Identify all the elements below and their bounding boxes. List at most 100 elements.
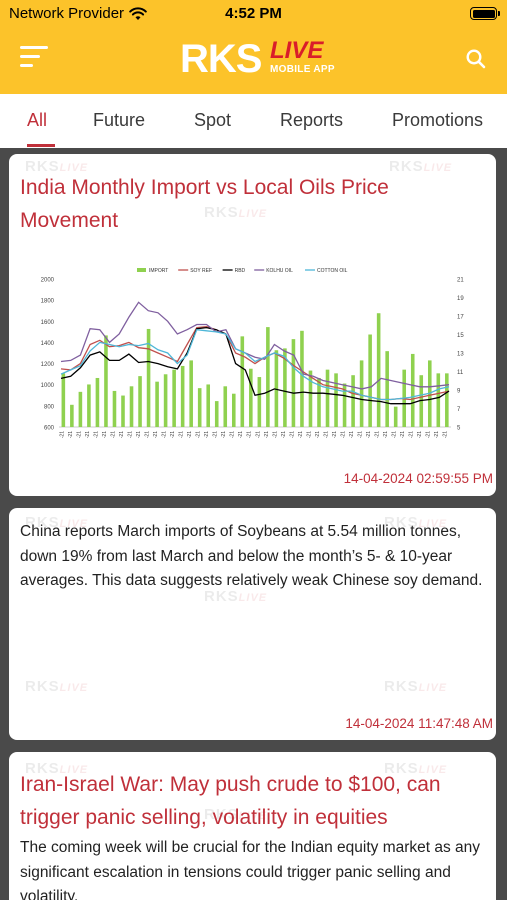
category-tabs: All Future Spot Reports Promotions (0, 94, 507, 148)
news-card[interactable]: RKSLIVE RKSLIVE RKSLIVE RKSLIVE RKSLIVE … (9, 508, 496, 740)
app-logo: RKS LIVE MOBILE APP (180, 38, 340, 82)
x-tick-label: -21 (119, 431, 125, 438)
import-bar (393, 406, 398, 427)
news-body[interactable]: China reports March imports of Soybeans … (20, 523, 483, 589)
news-card[interactable]: RKSLIVE RKSLIVE RKSLIVE India Monthly Im… (9, 154, 496, 496)
import-bar (214, 401, 219, 427)
watermark-text: RKS (204, 588, 239, 605)
tab-reports[interactable]: Reports (280, 110, 344, 130)
carrier-info: Network Provider (9, 5, 147, 22)
x-tick-label: -21 (315, 431, 321, 438)
import-bar (410, 353, 415, 427)
tab-all[interactable]: All (27, 110, 48, 130)
x-tick-label: -21 (349, 431, 355, 438)
battery-icon (470, 7, 500, 20)
x-tick-label: -21 (392, 431, 398, 438)
watermark-sub: LIVE (238, 592, 268, 604)
import-bar (300, 330, 304, 427)
news-card[interactable]: RKSLIVE RKSLIVE RKSLIVE Iran-Israel War:… (9, 752, 496, 900)
watermark-text: RKS (204, 806, 239, 823)
news-title[interactable]: Iran-Israel War: May push crude to $100,… (20, 773, 441, 829)
watermark-text: RKS (25, 678, 60, 695)
import-bar (206, 384, 211, 427)
hamburger-menu-icon[interactable] (20, 46, 50, 72)
x-tick-label: -21 (340, 431, 346, 438)
y-tick-label: 800 (44, 404, 55, 410)
logo-live: LIVE (270, 37, 324, 64)
y-tick-label: 1000 (41, 383, 55, 389)
y2-tick-label: 13 (457, 352, 464, 358)
import-bar (61, 373, 66, 427)
x-tick-label: -21 (230, 431, 236, 438)
y-tick-label: 600 (44, 426, 55, 432)
x-tick-label: -21 (434, 431, 440, 438)
import-bar (249, 368, 253, 427)
watermark: RKSLIVE (204, 588, 267, 605)
import-bar (266, 327, 270, 427)
watermark-sub: LIVE (59, 518, 89, 530)
search-icon[interactable] (465, 48, 487, 70)
legend-swatch (137, 268, 146, 272)
x-tick-label: -21 (93, 431, 99, 438)
import-bar (317, 377, 321, 427)
watermark-sub: LIVE (423, 162, 453, 174)
x-tick-label: -21 (76, 431, 82, 438)
x-tick-label: -21 (153, 431, 159, 438)
x-tick-label: -21 (272, 431, 278, 438)
y-tick-label: 1600 (41, 320, 55, 326)
news-body[interactable]: The coming week will be crucial for the … (20, 839, 481, 900)
x-tick-label: -21 (375, 431, 381, 438)
x-tick-label: -21 (323, 431, 329, 438)
tab-spot[interactable]: Spot (194, 110, 232, 130)
y-tick-label: 1400 (41, 341, 55, 347)
x-tick-label: -21 (306, 431, 312, 438)
x-tick-label: -21 (144, 431, 150, 438)
x-tick-label: -21 (443, 431, 449, 438)
watermark-sub: LIVE (418, 518, 448, 530)
app-header: Network Provider 4:52 PM RKS LIVE MOBILE… (0, 0, 507, 94)
x-tick-label: -21 (102, 431, 108, 438)
import-bar (95, 377, 100, 427)
x-tick-label: -21 (204, 431, 210, 438)
y2-tick-label: 9 (457, 389, 461, 395)
import-bar (189, 360, 193, 427)
x-tick-label: -21 (187, 431, 193, 438)
status-time: 4:52 PM (225, 5, 282, 22)
watermark-text: RKS (204, 204, 239, 221)
watermark-sub: LIVE (238, 208, 268, 220)
watermark: RKSLIVE (389, 158, 452, 175)
y2-tick-label: 21 (457, 278, 464, 284)
news-title[interactable]: India Monthly Import vs Local Oils Price… (20, 176, 389, 232)
legend-label: IMPORT (149, 268, 168, 274)
import-bar (146, 328, 151, 427)
news-feed[interactable]: RKSLIVE RKSLIVE RKSLIVE India Monthly Im… (0, 148, 507, 900)
x-tick-label: -21 (383, 431, 389, 438)
import-bar (129, 386, 134, 427)
watermark-sub: LIVE (418, 682, 448, 694)
watermark-sub: LIVE (59, 162, 89, 174)
logo-subtitle: MOBILE APP (270, 64, 335, 75)
watermark: RKSLIVE (25, 678, 88, 695)
x-tick-label: -21 (417, 431, 423, 438)
wifi-icon (129, 6, 147, 20)
watermark-text: RKS (25, 760, 60, 777)
watermark-text: RKS (384, 678, 419, 695)
x-tick-label: -21 (179, 431, 185, 438)
x-tick-label: -21 (332, 431, 338, 438)
import-bar (359, 360, 364, 427)
legend-label: SOY REF (190, 268, 212, 274)
y2-tick-label: 17 (457, 315, 464, 321)
tab-promotions[interactable]: Promotions (392, 110, 484, 130)
watermark: RKSLIVE (25, 514, 88, 531)
tab-future[interactable]: Future (93, 110, 146, 130)
rbd-line (60, 326, 450, 405)
x-tick-label: -21 (136, 431, 142, 438)
import-bar (325, 369, 330, 427)
import-bar (180, 365, 185, 427)
watermark: RKSLIVE (204, 204, 267, 221)
watermark: RKSLIVE (384, 760, 447, 777)
x-tick-label: -21 (110, 431, 116, 438)
status-bar: Network Provider 4:52 PM (0, 0, 507, 28)
watermark-sub: LIVE (238, 810, 268, 822)
y-tick-label: 1800 (41, 299, 55, 305)
